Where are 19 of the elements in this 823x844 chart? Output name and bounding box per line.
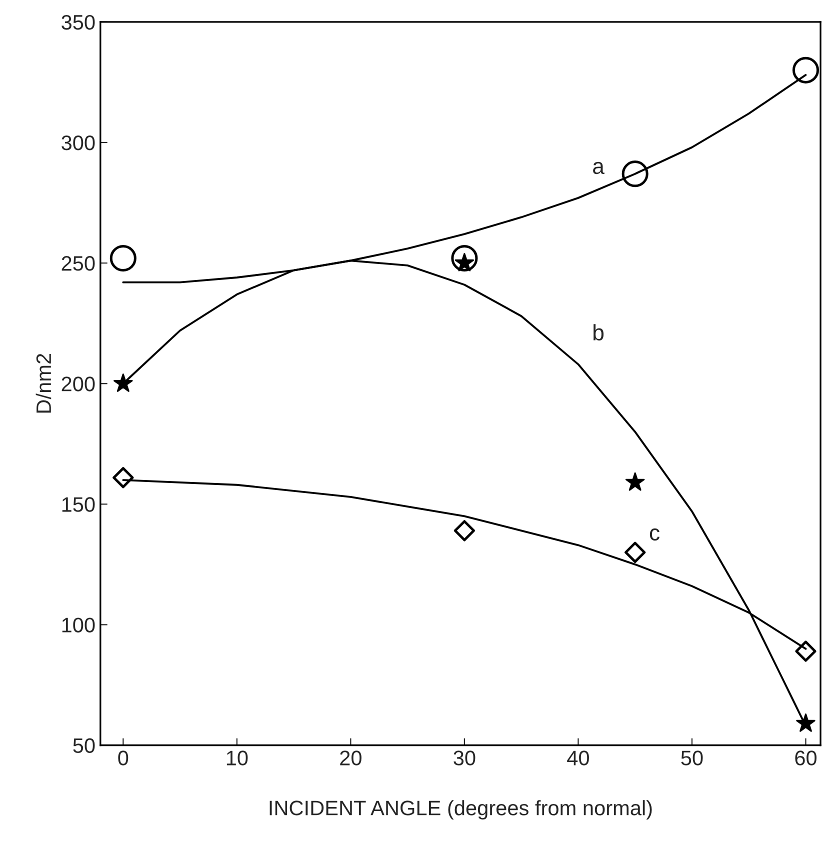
x-tick-label: 50 xyxy=(681,750,703,766)
y-tick-label: 100 xyxy=(62,618,95,632)
x-axis-title: INCIDENT ANGLE (degrees from normal) xyxy=(270,800,652,820)
x-tick-label: 60 xyxy=(795,750,817,766)
y-tick-label: 250 xyxy=(62,256,95,271)
y-tick-label: 150 xyxy=(62,497,95,512)
x-tick-label: 0 xyxy=(118,750,128,766)
y-tick-label: 350 xyxy=(62,14,95,30)
y-tick-label: 300 xyxy=(62,135,95,150)
y-axis-title: D/nm2 xyxy=(36,354,52,413)
series-label: b xyxy=(594,324,604,340)
x-tick-label: 40 xyxy=(567,750,589,766)
y-tick-label: 200 xyxy=(62,376,95,392)
series-label: c xyxy=(650,528,660,541)
x-tick-label: 20 xyxy=(340,750,362,766)
y-tick-label: 50 xyxy=(73,738,95,754)
series-label: a xyxy=(593,162,604,174)
x-tick-label: 10 xyxy=(226,750,248,766)
x-tick-label: 30 xyxy=(454,750,476,766)
